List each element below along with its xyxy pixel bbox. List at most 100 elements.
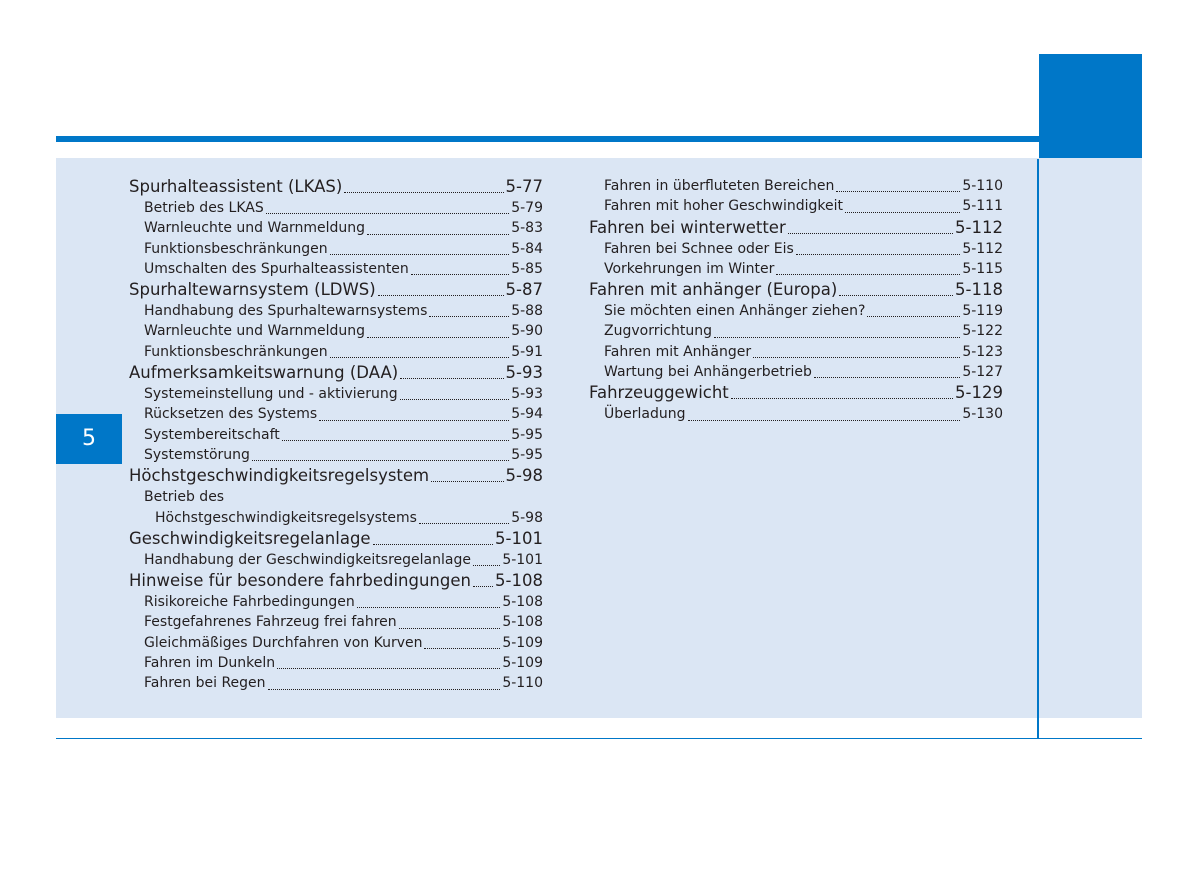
dot-leader	[813, 377, 961, 379]
dot-leader	[753, 357, 961, 359]
toc-subsection[interactable]: Überladung 5-130	[589, 404, 1003, 424]
toc-section[interactable]: Spurhalteassistent (LKAS) 5-77	[129, 176, 543, 198]
dot-leader	[730, 398, 954, 400]
entry-title: Spurhaltewarnsystem (LDWS)	[129, 280, 376, 300]
entry-title: Fahren mit hoher Geschwindigkeit	[604, 198, 844, 215]
entry-title: Fahren bei Regen	[144, 675, 266, 692]
toc-subsection[interactable]: Systemeinstellung und - aktivierung 5-93	[129, 384, 543, 404]
toc-subsection[interactable]: Sie möchten einen Anhänger ziehen? 5-119	[589, 301, 1003, 321]
toc-subsection[interactable]: Betrieb des LKAS 5-79	[129, 198, 543, 218]
toc-subsection[interactable]: Wartung bei Anhängerbetrieb 5-127	[589, 362, 1003, 382]
entry-title: Gleichmäßiges Durchfahren von Kurven	[144, 634, 423, 651]
dot-leader	[424, 648, 501, 650]
entry-title: Höchstgeschwindigkeitsregelsystem	[129, 466, 430, 486]
toc-subsection[interactable]: Funktionsbeschränkungen 5-84	[129, 239, 543, 259]
toc-section[interactable]: Fahren mit anhänger (Europa) 5-118	[589, 279, 1003, 301]
bottom-rule	[56, 738, 1142, 739]
entry-page: 5-109	[502, 655, 543, 672]
entry-page: 5-110	[962, 178, 1003, 194]
toc-subsection[interactable]: Fahren bei Schnee oder Eis 5-112	[589, 239, 1003, 259]
entry-title: Warnleuchte und Warnmeldung	[144, 323, 366, 340]
dot-leader	[277, 668, 501, 670]
toc-subsection[interactable]: Zugvorrichtung 5-122	[589, 321, 1003, 341]
entry-title: Betrieb des LKAS	[144, 200, 264, 216]
dot-leader	[410, 274, 510, 276]
entry-page: 5-85	[511, 260, 543, 277]
entry-title: Höchstgeschwindigkeitsregelsystems	[155, 509, 417, 526]
toc-left-column: Spurhalteassistent (LKAS) 5-77 Betrieb de…	[129, 176, 543, 694]
entry-title: Geschwindigkeitsregelanlage	[129, 528, 371, 548]
toc-subsection[interactable]: Fahren im Dunkeln 5-109	[129, 653, 543, 673]
entry-page: 5-95	[511, 446, 543, 463]
dot-leader	[344, 192, 504, 193]
entry-title: Fahren mit anhänger (Europa)	[589, 280, 838, 300]
entry-title: Zugvorrichtung	[604, 323, 713, 340]
entry-title: Fahrzeuggewicht	[589, 383, 729, 403]
toc-section[interactable]: Fahren bei winterwetter 5-112	[589, 217, 1003, 239]
dot-leader	[776, 274, 961, 276]
toc-subsection[interactable]: Fahren mit Anhänger 5-123	[589, 342, 1003, 362]
dot-leader	[251, 460, 510, 462]
entry-title: Vorkehrungen im Winter	[604, 260, 775, 277]
toc-subsection[interactable]: Warnleuchte und Warnmeldung 5-83	[129, 218, 543, 238]
toc-section[interactable]: Hinweise für besondere fahrbedingungen 5-…	[129, 570, 543, 592]
entry-title: Sie möchten einen Anhänger ziehen?	[604, 303, 866, 320]
toc-section[interactable]: Höchstgeschwindigkeitsregelsystem 5-98	[129, 465, 543, 487]
dot-leader	[795, 253, 961, 255]
dot-leader	[265, 213, 510, 215]
dot-leader	[714, 336, 961, 338]
toc-subsection[interactable]: Fahren bei Regen 5-110	[129, 673, 543, 693]
dot-leader	[431, 481, 504, 483]
entry-page: 5-108	[502, 614, 543, 631]
toc-subsection[interactable]: Systemstörung 5-95	[129, 445, 543, 465]
entry-title: Aufmerksamkeitswarnung (DAA)	[129, 363, 399, 383]
toc-section[interactable]: Aufmerksamkeitswarnung (DAA) 5-93	[129, 362, 543, 384]
entry-page: 5-118	[955, 280, 1003, 300]
dot-leader	[372, 543, 494, 545]
toc-subsection-first-line[interactable]: Betrieb des	[144, 489, 225, 506]
dot-leader	[845, 211, 961, 213]
entry-page: 5-108	[502, 594, 543, 611]
entry-page: 5-88	[511, 303, 543, 320]
dot-leader	[319, 419, 510, 421]
toc-subsection[interactable]: Risikoreiche Fahrbedingungen 5-108	[129, 592, 543, 612]
toc-subsection[interactable]: Fahren mit hoher Geschwindigkeit 5-111	[589, 196, 1003, 216]
entry-page: 5-111	[962, 198, 1003, 215]
entry-page: 5-129	[955, 383, 1003, 403]
entry-title: Funktionsbeschränkungen	[144, 240, 328, 257]
toc-subsection[interactable]: Gleichmäßiges Durchfahren von Kurven 5-10…	[129, 633, 543, 653]
entry-title: Fahren in überfluteten Bereichen	[604, 178, 835, 194]
entry-title: Wartung bei Anhängerbetrieb	[604, 364, 812, 381]
toc-subsection[interactable]: Fahren in überfluteten Bereichen 5-110	[589, 176, 1003, 196]
entry-page: 5-123	[962, 343, 1003, 360]
dot-leader	[398, 627, 501, 629]
entry-title: Systemeinstellung und - aktivierung	[144, 386, 398, 403]
toc-subsection[interactable]: Vorkehrungen im Winter 5-115	[589, 259, 1003, 279]
entry-title: Fahren bei winterwetter	[589, 217, 786, 237]
toc-subsection[interactable]: Warnleuchte und Warnmeldung 5-90	[129, 321, 543, 341]
toc-subsection[interactable]: Umschalten des Spurhalteassistenten 5-85	[129, 259, 543, 279]
toc-subsection[interactable]: Handhabung des Spurhaltewarnsystems 5-88	[129, 301, 543, 321]
dot-leader	[836, 191, 961, 193]
toc-subsection[interactable]: Systembereitschaft 5-95	[129, 425, 543, 445]
dot-leader	[787, 232, 954, 234]
entry-page: 5-93	[511, 386, 543, 403]
toc-section[interactable]: Geschwindigkeitsregelanlage 5-101	[129, 528, 543, 550]
dot-leader	[377, 295, 504, 297]
entry-page: 5-83	[511, 220, 543, 237]
toc-subsection[interactable]: Handhabung der Geschwindigkeitsregelanla…	[129, 550, 543, 570]
entry-title: Umschalten des Spurhalteassistenten	[144, 260, 409, 277]
entry-title: Funktionsbeschränkungen	[144, 343, 328, 360]
toc-subsection[interactable]: Festgefahrenes Fahrzeug frei fahren 5-108	[129, 612, 543, 632]
toc-section[interactable]: Fahrzeuggewicht 5-129	[589, 382, 1003, 404]
toc-section[interactable]: Spurhaltewarnsystem (LDWS) 5-87	[129, 279, 543, 301]
toc-subsection[interactable]: Funktionsbeschränkungen 5-91	[129, 342, 543, 362]
entry-page: 5-101	[502, 551, 543, 568]
dot-leader	[399, 399, 510, 401]
toc-subsection[interactable]: Rücksetzen des Systems 5-94	[129, 404, 543, 424]
dot-leader	[867, 316, 961, 318]
entry-page: 5-91	[511, 343, 543, 360]
toc-subsection[interactable]: Höchstgeschwindigkeitsregelsystems 5-98	[129, 508, 543, 528]
entry-page: 5-98	[505, 466, 543, 486]
entry-title: Fahren bei Schnee oder Eis	[604, 240, 794, 257]
